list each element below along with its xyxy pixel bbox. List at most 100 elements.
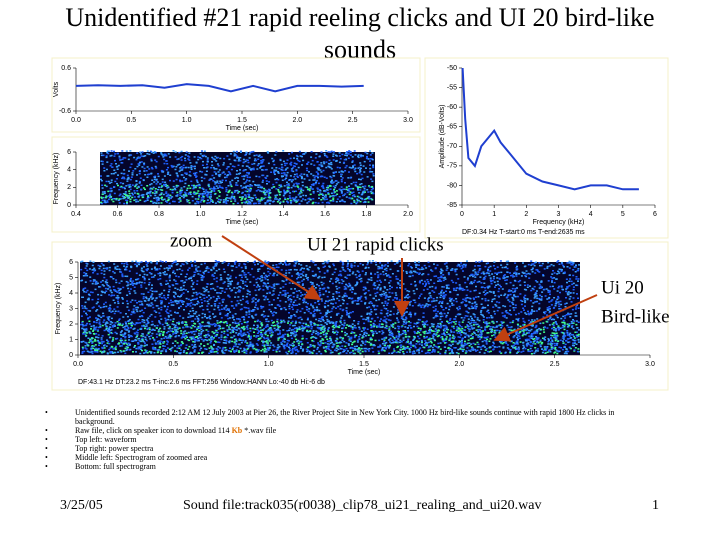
spectrogram-speck (547, 343, 550, 345)
spectrogram-speck (227, 174, 230, 176)
spectrogram-speck (408, 347, 411, 350)
spectrogram-speck (286, 167, 289, 169)
spectrogram-speck (182, 196, 185, 199)
spectrogram-speck (128, 186, 131, 188)
spectrogram-speck (562, 264, 565, 267)
spectrogram-speck (296, 155, 299, 158)
spectrogram-speck (269, 344, 272, 347)
spectrogram-speck (352, 288, 354, 291)
spectrogram-speck (484, 321, 487, 323)
spectrogram-speck (396, 317, 398, 319)
spectrogram-speck (255, 196, 257, 199)
spectrogram-speck (347, 153, 350, 155)
spectrogram-speck (121, 150, 124, 152)
spectrogram-speck (229, 311, 232, 313)
spectrogram-speck (142, 352, 145, 354)
spectrogram-speck (260, 197, 263, 199)
spectrogram-speck (426, 305, 429, 308)
spectrogram-speck (239, 150, 242, 152)
spectrogram-speck (319, 287, 322, 290)
spectrogram-speck (269, 196, 272, 199)
spectrogram-speck (219, 312, 222, 314)
spectrogram-speck (417, 321, 420, 324)
spectrogram-speck (301, 294, 304, 296)
spectrogram-speck (108, 269, 111, 272)
spectrogram-speck (197, 158, 200, 161)
spectrogram-speck (220, 338, 223, 341)
spectrogram-speck (542, 328, 545, 331)
spectrogram-speck (215, 160, 218, 162)
spectrogram-speck (558, 305, 561, 308)
spectrogram-speck (338, 196, 341, 198)
spectrogram-speck (91, 291, 94, 294)
spectrogram-speck (312, 190, 315, 193)
spectrogram-speck (349, 177, 352, 179)
spectrogram-speck (263, 193, 266, 195)
spectrogram-speck (404, 300, 407, 302)
spectrogram-speck (332, 198, 335, 201)
spectrogram-speck (155, 178, 158, 181)
spectrogram-speck (527, 350, 530, 353)
spectrogram-speck (438, 346, 441, 348)
spectrogram-speck (257, 284, 259, 286)
spectrogram-speck (475, 303, 478, 306)
spectrogram-speck (404, 288, 407, 290)
spectrogram-speck (477, 265, 480, 267)
spectrogram-speck (203, 345, 206, 347)
spectrogram-speck (218, 174, 221, 177)
spectrogram-speck (125, 313, 127, 315)
spectrogram-speck (100, 154, 103, 157)
spectrogram-speck (462, 298, 465, 301)
spectrogram-speck (568, 274, 571, 276)
spectrogram-speck (230, 196, 233, 199)
spectrogram-speck (344, 193, 347, 195)
spectrogram-speck (385, 308, 388, 310)
spectrogram-speck (195, 193, 198, 195)
spectrogram-speck (434, 287, 437, 290)
spectrogram-speck (467, 327, 469, 329)
spectrogram-speck (221, 290, 224, 292)
spectrogram-speck (343, 295, 346, 298)
spectrogram-speck (99, 350, 102, 353)
spectrogram-speck (357, 271, 360, 273)
spectrogram-speck (190, 166, 193, 169)
spectrogram-speck (508, 289, 511, 291)
spectrogram-speck (369, 160, 371, 162)
spectrogram-speck (332, 159, 335, 161)
spectrogram-speck (136, 174, 138, 176)
spectrogram-speck (531, 305, 534, 308)
spectrogram-speck (255, 294, 258, 296)
spectrogram-speck (130, 154, 133, 156)
spectrogram-speck (235, 276, 237, 279)
spectrogram-speck (187, 184, 190, 187)
spectrogram-speck (100, 201, 103, 204)
spectrogram-speck (553, 297, 556, 299)
spectrogram-speck (245, 307, 248, 309)
spectrogram-speck (358, 172, 361, 174)
spectrogram-speck (340, 279, 343, 281)
spectrogram-speck (484, 322, 487, 324)
spectrogram-speck (348, 150, 351, 152)
y-tick-label: 3 (69, 305, 73, 312)
spectrogram-speck (306, 202, 309, 204)
spectrogram-speck (487, 299, 490, 302)
spectrogram-speck (357, 199, 360, 202)
spectrogram-speck (427, 332, 430, 334)
spectrogram-speck (361, 177, 364, 180)
spectrogram-speck (348, 166, 351, 169)
spectrogram-speck (304, 186, 307, 188)
spectrogram-speck (322, 187, 325, 189)
spectrogram-speck (174, 188, 177, 191)
spectrogram-speck (345, 283, 348, 286)
spectrogram-speck (303, 300, 306, 302)
spectrogram-speck (242, 196, 245, 198)
spectrogram-speck (336, 345, 339, 347)
spectrogram-speck (185, 279, 188, 281)
spectrogram-speck (264, 297, 267, 299)
spectrogram-speck (266, 334, 269, 337)
spectrogram-speck (217, 305, 220, 307)
spectrogram-speck (194, 338, 197, 341)
spectrogram-speck (345, 165, 348, 167)
spectrogram-speck (127, 326, 130, 329)
x-tick-label: 3 (557, 211, 561, 218)
